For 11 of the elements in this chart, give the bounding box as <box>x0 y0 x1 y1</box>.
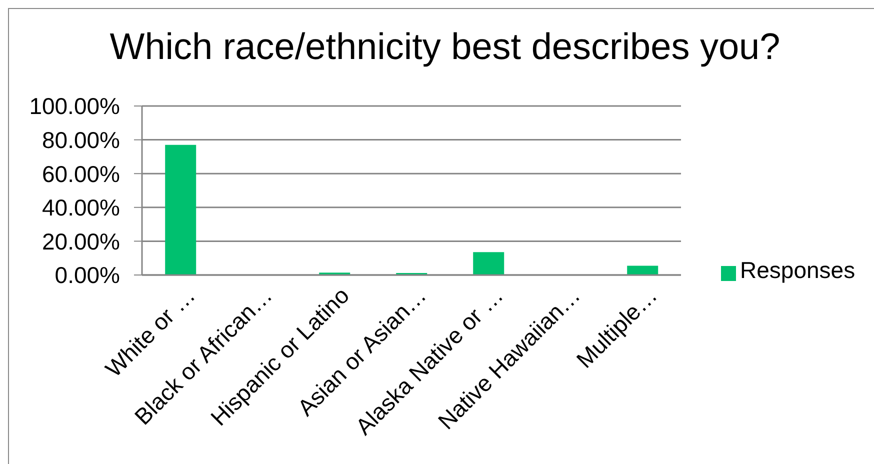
y-tick-label: 40.00% <box>42 194 120 221</box>
y-tick-label: 0.00% <box>54 262 120 288</box>
y-tick-label: 100.00% <box>29 93 120 120</box>
y-tick-label: 80.00% <box>42 126 120 153</box>
y-tick-label: 20.00% <box>42 228 120 254</box>
chart-title: Which race/ethnicity best describes you? <box>108 25 782 69</box>
bar <box>473 252 504 275</box>
bar <box>165 144 196 275</box>
bar <box>627 266 658 275</box>
y-tick-label: 60.00% <box>42 160 120 187</box>
legend-label: Responses <box>740 257 856 283</box>
